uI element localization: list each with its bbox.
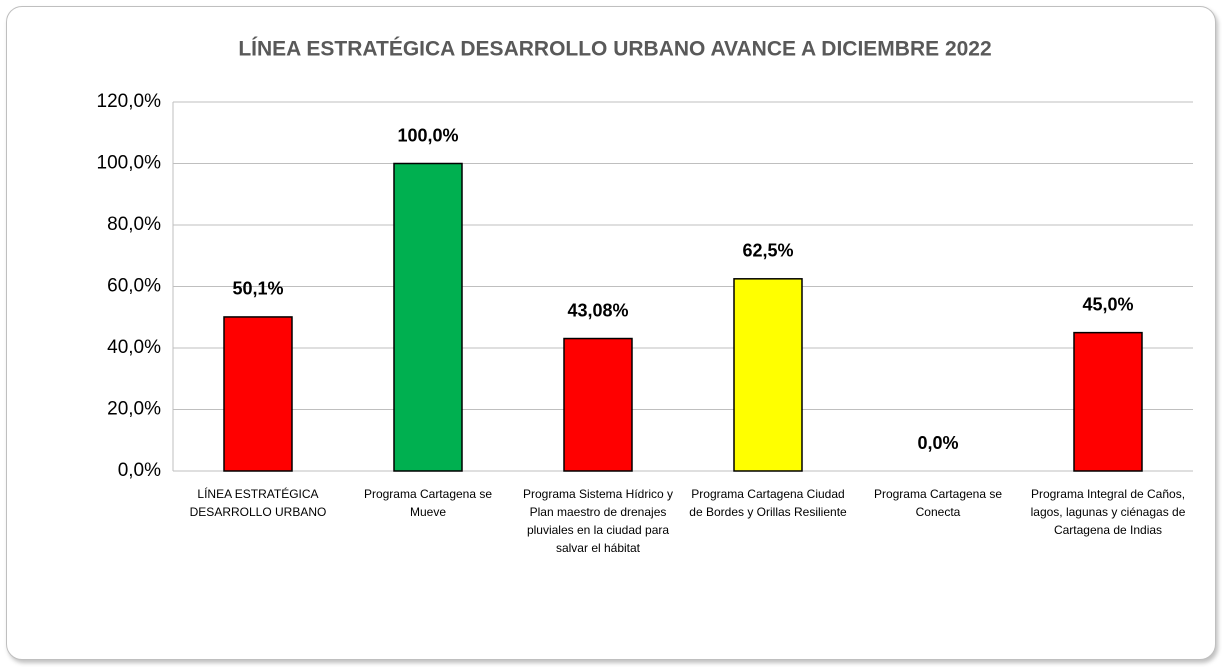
y-tick-label: 120,0%: [97, 91, 162, 112]
x-tick-label: LÍNEA ESTRATÉGICA DESARROLLO URBANO: [189, 487, 327, 519]
data-label: 62,5%: [742, 241, 793, 261]
data-label: 43,08%: [567, 300, 628, 320]
y-tick-label: 20,0%: [107, 399, 161, 420]
bar: [1073, 331, 1143, 472]
data-label: 100,0%: [397, 125, 458, 145]
y-tick-label: 0,0%: [118, 460, 161, 481]
data-label: 50,1%: [232, 279, 283, 299]
x-tick-label: Programa Integral de Caños, lagos, lagun…: [1030, 487, 1186, 537]
x-tick-label: Programa Cartagena Ciudad de Bordes y Or…: [689, 487, 847, 519]
y-tick-label: 100,0%: [97, 153, 162, 174]
data-label: 0,0%: [917, 433, 958, 453]
x-tick-label: Programa Sistema Hídrico y Plan maestro …: [522, 487, 674, 555]
y-tick-label: 40,0%: [107, 337, 161, 358]
chart-title: LÍNEA ESTRATÉGICA DESARROLLO URBANO AVAN…: [238, 38, 991, 61]
chart-frame: [6, 6, 1216, 660]
bar: [393, 162, 463, 472]
bar: [733, 278, 803, 472]
x-tick-label: Programa Cartagena se Mueve: [363, 487, 493, 519]
bar: [223, 316, 293, 472]
data-label: 45,0%: [1082, 294, 1133, 314]
x-tick-label: Programa Cartagena se Conecta: [873, 487, 1003, 519]
bar: [563, 337, 633, 472]
y-tick-label: 60,0%: [107, 276, 161, 297]
y-tick-label: 80,0%: [107, 214, 161, 235]
